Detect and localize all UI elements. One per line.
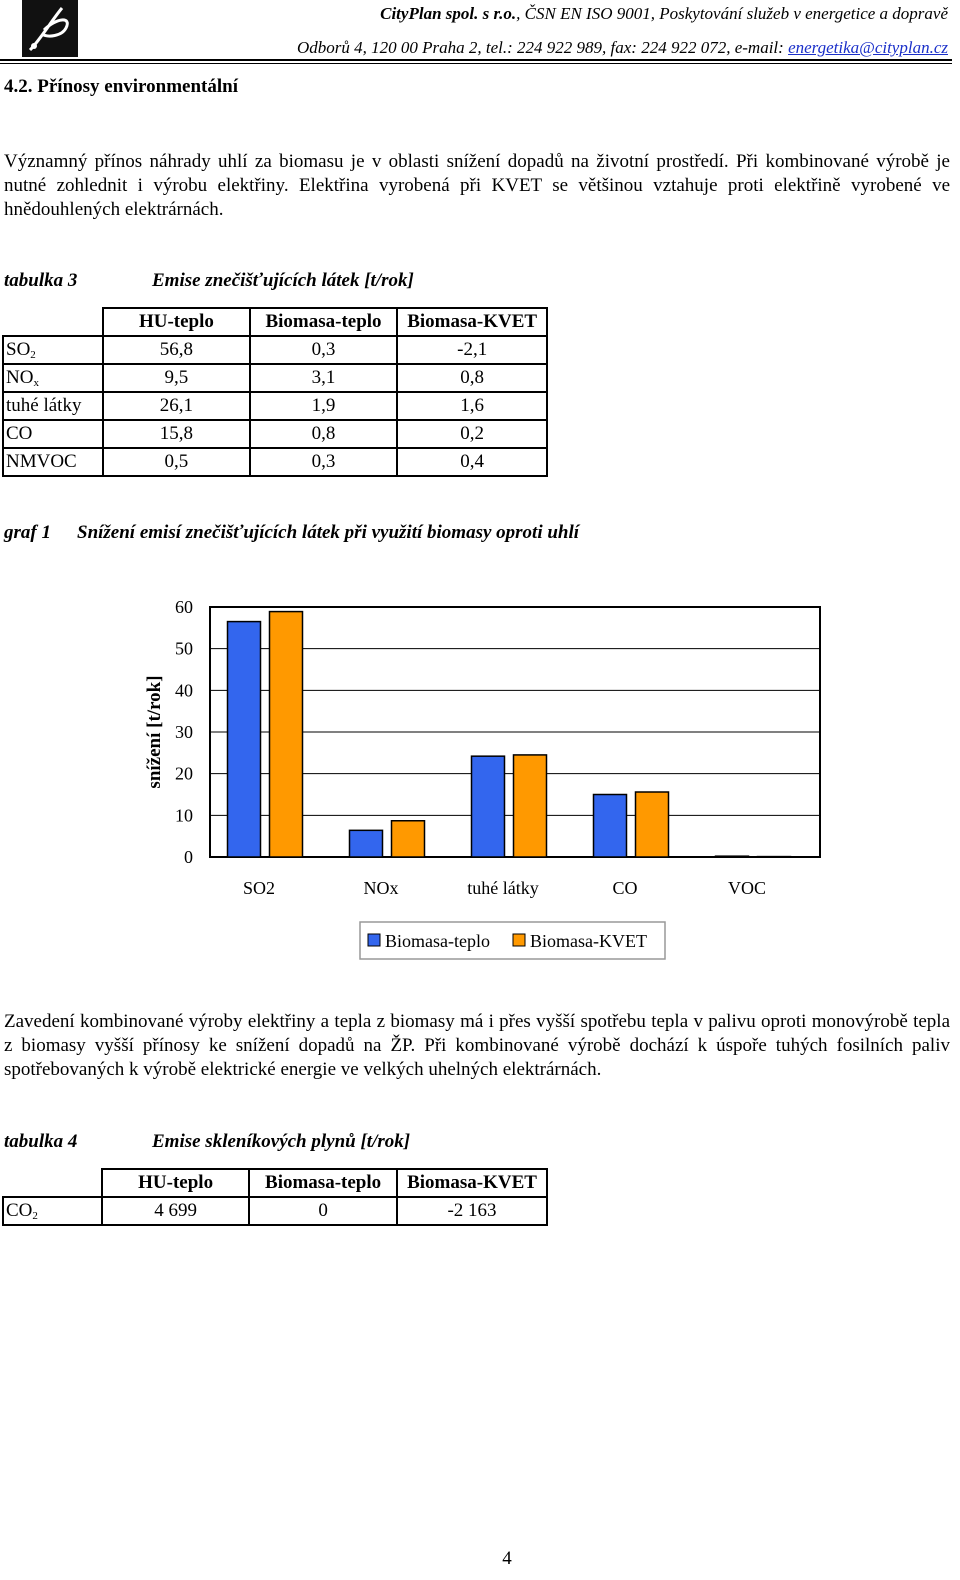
row-label-subscript: 2: [30, 349, 36, 361]
header-address: Odborů 4, 120 00 Praha 2, tel.: 224 922 …: [296, 38, 789, 57]
row-label-text: NMVOC: [6, 451, 77, 472]
x-category-label: VOC: [728, 878, 766, 898]
row-label-text: CO: [6, 423, 33, 444]
y-tick-label: 30: [175, 722, 193, 742]
column-header: Biomasa-teplo: [248, 307, 399, 337]
row-label: NMVOC: [1, 447, 105, 477]
column-header: Biomasa-KVET: [396, 307, 548, 337]
row-label-subscript: x: [33, 377, 39, 389]
x-category-label: tuhé látky: [467, 878, 538, 898]
table-cell: 15,8: [102, 419, 251, 449]
row-label: CO: [1, 419, 105, 449]
row-label-text: NO: [6, 367, 34, 388]
column-header: Biomasa-teplo: [248, 1168, 399, 1198]
table-header-row: HU-teplo Biomasa-teplo Biomasa-KVET: [3, 1168, 548, 1198]
bar: [390, 820, 426, 858]
row-label-text: CO: [6, 1200, 33, 1221]
table3-label: tabulka 3: [4, 270, 78, 291]
column-header: HU-teplo: [102, 307, 251, 337]
table3-title: Emise znečišťujících látek [t/rok]: [152, 270, 414, 291]
section-title: 4.2. Přínosy environmentální: [4, 76, 238, 97]
company-logo: [22, 0, 78, 57]
graph1-title: Snížení emisí znečišťujících látek při v…: [77, 522, 580, 543]
table-cell: -2,1: [396, 335, 548, 365]
ghg-table: HU-teplo Biomasa-teplo Biomasa-KVET CO2 4 69…: [1, 1168, 548, 1226]
header-rule: [0, 59, 952, 61]
paragraph-2: Zavedení kombinované výroby elektřiny a …: [4, 1011, 950, 1080]
header-line-1: CityPlan spol. s r.o., ČSN EN ISO 9001, …: [180, 4, 948, 24]
table-row: CO2 4 699 0 -2 163: [1, 1196, 548, 1226]
table-cell: 26,1: [102, 391, 251, 421]
table-cell: -2 163: [396, 1196, 548, 1226]
row-label-subscript: 2: [32, 1210, 38, 1222]
logo-glyph: [22, 0, 78, 57]
y-tick-label: 50: [175, 639, 193, 659]
header-rule-thin: [0, 63, 952, 64]
y-axis-title: snížení [t/rok]: [144, 675, 165, 788]
row-label: tuhé látky: [1, 391, 105, 421]
row-label: SO2: [1, 335, 105, 365]
table-corner: [3, 1169, 104, 1198]
table-cell: 0,3: [248, 447, 399, 477]
bar: [634, 791, 670, 858]
table-row: CO 15,8 0,8 0,2: [1, 419, 548, 449]
y-tick-label: 10: [175, 805, 193, 825]
table-cell: 0,3: [248, 335, 399, 365]
y-tick-label: 60: [175, 597, 193, 617]
y-tick-label: 40: [175, 680, 193, 700]
table-cell: 4 699: [101, 1196, 251, 1226]
row-label: CO2: [1, 1196, 104, 1226]
table-cell: 9,5: [102, 363, 251, 393]
column-header: Biomasa-KVET: [396, 1168, 548, 1198]
table-cell: 3,1: [248, 363, 399, 393]
header-line-2: Odborů 4, 120 00 Praha 2, tel.: 224 922 …: [180, 38, 948, 58]
table-row: NOx 9,5 3,1 0,8: [1, 363, 548, 393]
bar: [592, 793, 628, 858]
table-cell: 56,8: [102, 335, 251, 365]
table-cell: 0,2: [396, 419, 548, 449]
x-category-label: CO: [612, 878, 637, 898]
row-label-text: SO: [6, 339, 31, 360]
emission-reduction-chart: 0 10 20 30 40 50 60 SO2 NOx tuhé látky CO VOC snížen…: [144, 597, 821, 960]
table-cell: 0,5: [102, 447, 251, 477]
table-header-row: HU-teplo Biomasa-teplo Biomasa-KVET: [3, 307, 548, 337]
y-tick-label: 0: [184, 847, 193, 867]
table-row: tuhé látky 26,1 1,9 1,6: [1, 391, 548, 421]
header-standard: , ČSN EN ISO 9001, Poskytování služeb v …: [516, 4, 948, 23]
y-tick-label: 20: [175, 764, 193, 784]
row-label: NOx: [1, 363, 105, 393]
table-row: SO2 56,8 0,3 -2,1: [1, 335, 548, 365]
table-cell: 0,4: [396, 447, 548, 477]
row-label-text: tuhé látky: [6, 395, 82, 416]
page-number: 4: [502, 1548, 512, 1569]
legend-label: Biomasa-teplo: [385, 931, 490, 951]
email-link[interactable]: energetika@cityplan.cz: [788, 38, 948, 57]
bar: [512, 754, 548, 858]
table4-title: Emise skleníkových plynů [t/rok]: [152, 1131, 411, 1152]
bar: [348, 829, 384, 858]
legend-swatch: [367, 933, 381, 947]
legend-swatch: [512, 933, 526, 947]
table-row: NMVOC 0,5 0,3 0,4: [1, 447, 548, 477]
bar: [714, 855, 750, 858]
bar: [226, 620, 262, 858]
legend-label: Biomasa-KVET: [530, 931, 647, 951]
paragraph-1: Významný přínos náhrady uhlí za biomasu …: [4, 151, 950, 220]
x-category-label: SO2: [243, 878, 275, 898]
emissions-table: HU-teplo Biomasa-teplo Biomasa-KVET SO2 56,8…: [1, 307, 548, 477]
x-category-label: NOx: [364, 878, 399, 898]
column-header: HU-teplo: [101, 1168, 251, 1198]
bar: [470, 755, 506, 858]
table-cell: 0,8: [248, 419, 399, 449]
graph1-label: graf 1: [4, 522, 51, 543]
bar: [268, 610, 304, 858]
table-cell: 0,8: [396, 363, 548, 393]
table-cell: 0: [248, 1196, 399, 1226]
table-cell: 1,9: [248, 391, 399, 421]
table-cell: 1,6: [396, 391, 548, 421]
company-name: CityPlan spol. s r.o.: [380, 4, 517, 23]
table-corner: [3, 308, 105, 337]
table4-label: tabulka 4: [4, 1131, 78, 1152]
